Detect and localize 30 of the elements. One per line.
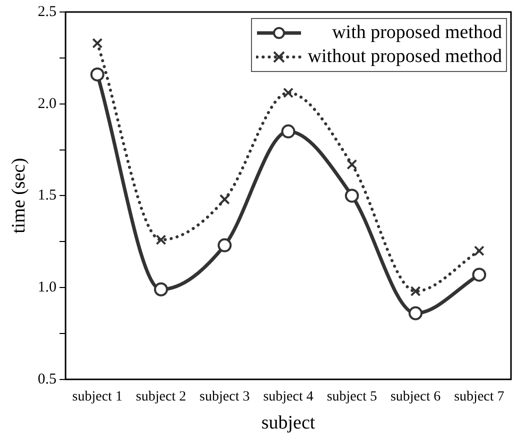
- x-tick-label: subject 2: [136, 389, 186, 404]
- y-tick-label: 1.0: [38, 279, 57, 296]
- x-axis-title: subject: [261, 412, 316, 434]
- x-tick-label: subject 1: [72, 389, 122, 404]
- point: [154, 282, 168, 296]
- point: [346, 159, 358, 170]
- point: [410, 286, 421, 296]
- legend-label: with proposed method: [332, 21, 502, 45]
- point: [156, 234, 166, 246]
- x-tick-label: subject 4: [263, 389, 314, 404]
- x-tick-label: subject 5: [326, 389, 377, 404]
- x-tick-label: subject 6: [390, 389, 441, 404]
- y-axis-title: time (sec): [8, 158, 30, 234]
- y-tick-label: 2.5: [38, 4, 57, 20]
- point: [474, 246, 484, 256]
- y-tick-label: 1.5: [38, 188, 57, 204]
- point: [281, 124, 296, 138]
- point: [218, 238, 232, 252]
- legend-label: without proposed method: [308, 45, 502, 69]
- y-tick-label: 2.0: [38, 96, 57, 112]
- point: [92, 38, 103, 48]
- x-tick-label: subject 7: [454, 389, 504, 404]
- point: [472, 268, 486, 282]
- point: [283, 88, 294, 98]
- point: [219, 194, 230, 205]
- x-tick-label: subject 3: [200, 389, 250, 404]
- point: [344, 188, 359, 203]
- point: [90, 67, 104, 82]
- point: [408, 306, 423, 320]
- y-tick-label: 0.5: [38, 371, 57, 388]
